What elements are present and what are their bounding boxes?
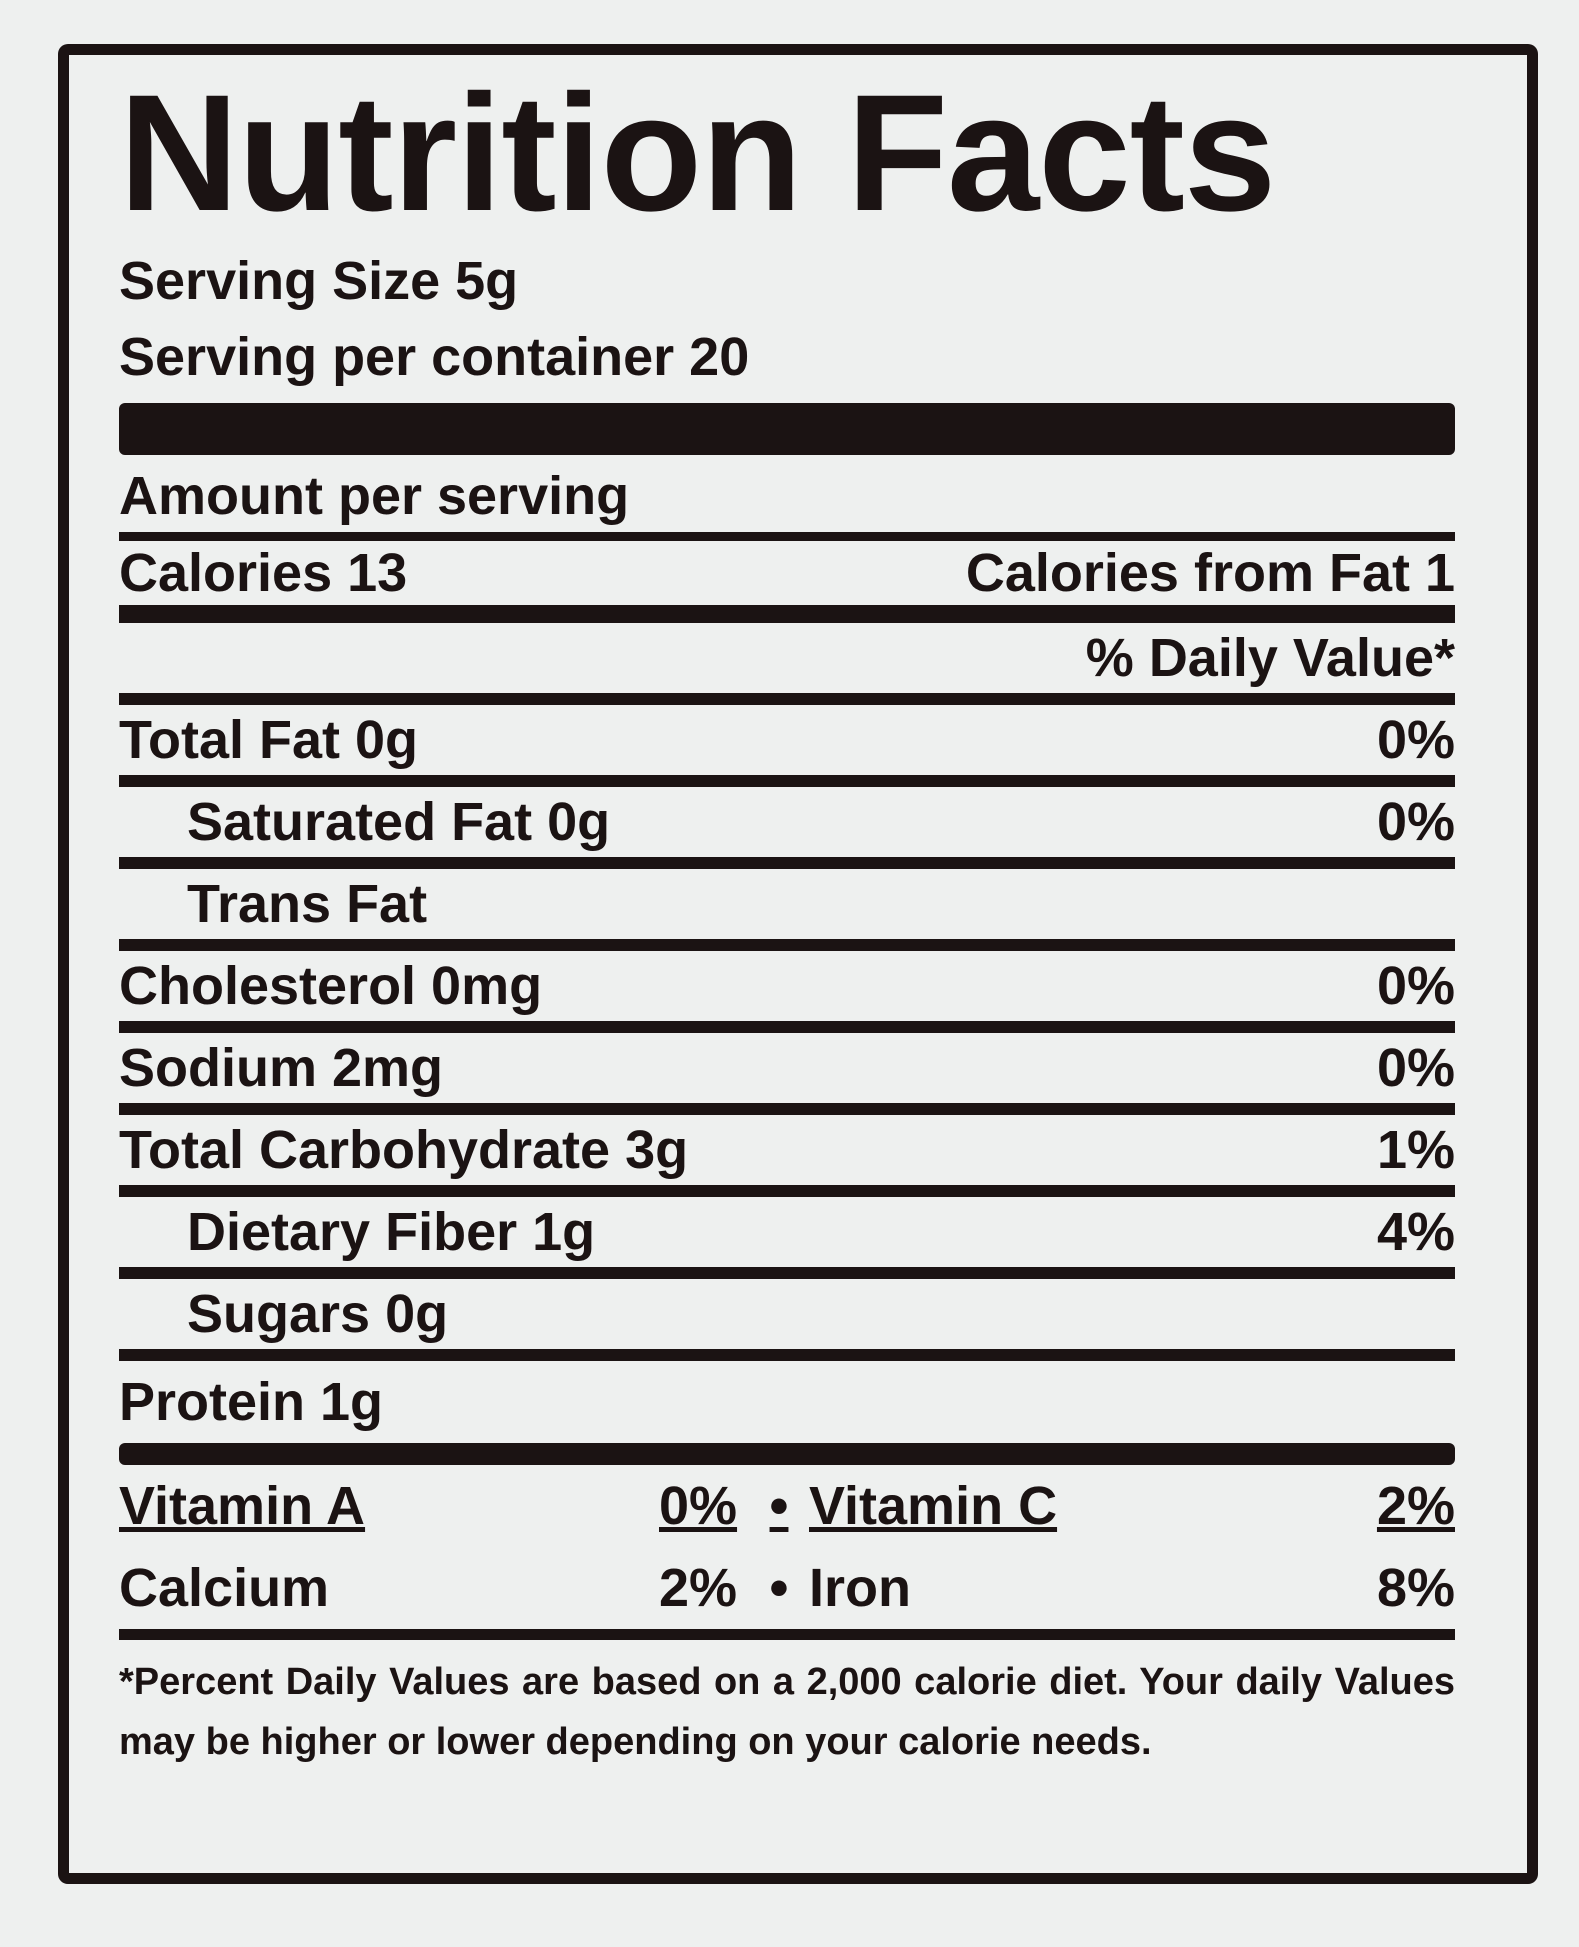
daily-value-header-row: % Daily Value* (119, 623, 1455, 705)
thick-rule (119, 1443, 1455, 1465)
nutrient-name: Cholesterol 0mg (119, 956, 543, 1016)
daily-value: 0% (1376, 956, 1455, 1016)
vitamin-row: Vitamin A 0% • Vitamin C 2% (119, 1465, 1455, 1547)
vitamin-row: Calcium 2% • Iron 8% (119, 1547, 1455, 1629)
nutrient-row: Sodium 2mg 0% (119, 1033, 1455, 1115)
nutrient-name: Saturated Fat 0g (187, 792, 611, 852)
nutrient-row: Saturated Fat 0g 0% (119, 787, 1455, 869)
nutrient-row: Protein 1g (119, 1361, 1455, 1443)
vitamins: Vitamin A 0% • Vitamin C 2% Calcium 2% • Iron 8% (119, 1465, 1455, 1629)
vitamin-name: Iron (809, 1558, 911, 1618)
bullet: • (769, 1558, 789, 1618)
nutrient-name: Protein 1g (119, 1372, 384, 1432)
nutrient-name: Sugars 0g (187, 1284, 449, 1344)
nutrient-row: Trans Fat (119, 869, 1455, 951)
nutrient-name: Sodium 2mg (119, 1038, 444, 1098)
vitamin-value: 2% (1376, 1476, 1455, 1536)
amount-per-serving: Amount per serving (119, 459, 1455, 541)
nutrient-name: Dietary Fiber 1g (187, 1202, 596, 1262)
nutrient-name: Total Fat 0g (119, 710, 419, 770)
nutrient-row: Total Fat 0g 0% (119, 705, 1455, 787)
daily-value: 4% (1376, 1202, 1455, 1262)
nutrient-row: Total Carbohydrate 3g 1% (119, 1115, 1455, 1197)
nutrient-name: Total Carbohydrate 3g (119, 1120, 689, 1180)
nutrient-row: Sugars 0g (119, 1279, 1455, 1361)
daily-value: 1% (1376, 1120, 1455, 1180)
daily-value: 0% (1376, 710, 1455, 770)
vitamin-name: Vitamin A (119, 1476, 366, 1536)
nutrition-label: Nutrition Facts Serving Size 5g Serving … (58, 44, 1538, 1884)
nutrient-row: Cholesterol 0mg 0% (119, 951, 1455, 1033)
serving-size: Serving Size 5g (119, 251, 519, 311)
nutrient-row: Dietary Fiber 1g 4% (119, 1197, 1455, 1279)
bullet: • (769, 1476, 789, 1536)
daily-value: 0% (1376, 792, 1455, 852)
daily-value: 0% (1376, 1038, 1455, 1098)
nutrient-name: Trans Fat (187, 874, 428, 934)
calories: Calories 13 (119, 543, 408, 603)
label-content: Nutrition Facts Serving Size 5g Serving … (119, 65, 1455, 1772)
thick-rule (119, 403, 1455, 455)
vitamin-name: Calcium (119, 1558, 330, 1618)
footnote: *Percent Daily Values are based on a 2,0… (119, 1629, 1455, 1772)
title: Nutrition Facts (119, 61, 1276, 246)
vitamin-value: 0% (659, 1476, 738, 1536)
daily-value-header: % Daily Value* (1085, 628, 1455, 688)
calories-from-fat: Calories from Fat 1 (965, 543, 1455, 603)
vitamin-name: Vitamin C (809, 1476, 1058, 1536)
nutrients: Total Fat 0g 0% Saturated Fat 0g 0% Trans Fa… (119, 705, 1455, 1443)
vitamin-value: 8% (1376, 1558, 1455, 1618)
vitamin-value: 2% (659, 1558, 738, 1618)
calories-row: Calories 13 Calories from Fat 1 (119, 541, 1455, 623)
servings-per-container: Serving per container 20 (119, 327, 750, 387)
